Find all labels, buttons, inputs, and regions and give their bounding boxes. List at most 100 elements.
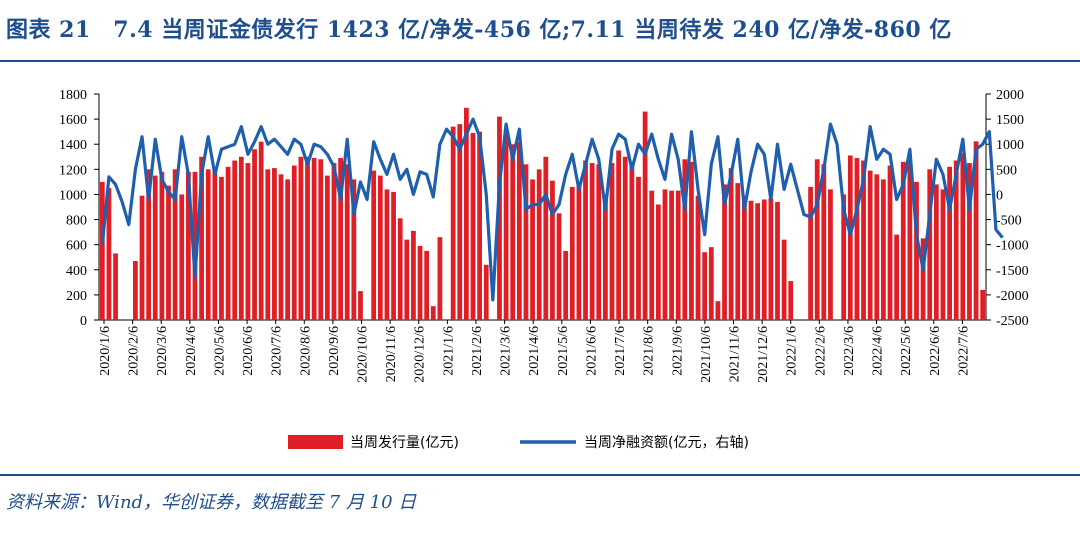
bar [285,179,291,320]
bar [391,191,396,320]
bar [358,291,363,320]
bar [907,160,913,320]
bar [384,189,390,320]
x-tick-label: 2021/10/6 [699,326,714,383]
bar [735,183,741,320]
bar [463,107,469,320]
title-rule [0,60,1080,62]
bar [596,164,602,320]
bar [980,289,986,320]
y-left-tick-label: 1800 [59,88,87,103]
x-tick-label: 2022/4/6 [871,326,886,376]
x-tick-label: 2022/2/6 [813,326,828,376]
x-tick-label: 2021/3/6 [499,326,514,376]
bar [258,141,264,320]
bar [814,159,820,320]
figure-title: 图表 21 7.4 当周证金债发行 1423 亿/净发-456 亿;7.11 当… [6,17,952,43]
x-tick-label: 2021/7/6 [613,326,628,376]
bar [503,130,509,320]
x-tick-label: 2020/2/6 [127,326,142,376]
x-tick-label: 2021/2/6 [470,326,485,376]
x-tick-label: 2020/12/6 [413,326,428,383]
bar [298,156,304,320]
bar [828,189,833,320]
x-tick-label: 2020/1/6 [98,326,113,376]
source-note: 资料来源：Wind，华创证券，数据截至 7 月 10 日 [6,492,417,513]
bar [417,245,423,320]
y-left-tick-label: 600 [66,239,87,254]
bar [106,188,112,320]
bar [219,176,224,320]
y-right-tick-label: -1000 [996,239,1029,254]
x-tick-label: 2022/6/6 [928,326,943,376]
legend-line-label: 当周净融资额(亿元，右轴) [584,435,749,451]
bar [265,169,271,320]
bar [411,230,416,320]
x-tick-label: 2020/10/6 [356,326,371,383]
bar [761,199,767,320]
bar [894,234,900,320]
bar [470,132,476,320]
bar [642,111,648,320]
bar [689,161,694,320]
bar [179,194,185,320]
bar [887,165,893,320]
bar [933,184,939,320]
bar [655,204,661,320]
bar [351,179,357,320]
bar [967,163,972,320]
y-right-tick-label: 0 [996,188,1003,203]
bar-series [99,107,986,320]
legend: 当周发行量(亿元) 当周净融资额(亿元，右轴) [288,435,749,451]
bar [232,160,238,320]
x-tick-label: 2020/7/6 [270,326,285,376]
bar [318,159,324,320]
y-left-tick-label: 1000 [59,188,87,203]
bar [225,166,231,320]
bar [854,158,860,320]
bar [881,179,886,320]
bar [748,200,754,320]
bar [238,156,244,320]
bar [344,164,350,320]
bar [563,250,569,320]
bar [708,247,714,320]
bar [788,281,794,320]
bar [742,195,747,320]
chart: 0 200 400 600 800 1000 1200 1400 1600 1800 -2500 -2… [59,88,1029,451]
bar [245,163,251,320]
y-right-tick-label: -1500 [996,264,1029,279]
bar [477,131,482,320]
bar [841,194,847,320]
bar [927,169,933,320]
y-left-tick-label: 1600 [59,113,87,128]
x-tick-label: 2022/5/6 [899,326,914,376]
bar [874,174,880,320]
bar [278,174,284,320]
bar [497,116,502,320]
bar [953,160,959,320]
bar [940,189,946,320]
bar [185,171,191,320]
legend-bar-swatch [288,435,343,449]
x-tick-label: 2020/6/6 [241,326,256,376]
bar [139,195,145,320]
x-tick-label: 2020/11/6 [384,326,399,382]
x-tick-label: 2020/8/6 [298,326,313,376]
bar [609,163,615,320]
bar [272,168,277,320]
bar [523,164,529,320]
y-left-tick-label: 400 [66,264,87,279]
bar [556,213,562,320]
bar [166,185,171,320]
bar [99,181,105,320]
bar [775,201,780,320]
bar [695,195,701,320]
bar [603,194,608,320]
bar [205,169,211,320]
y-left-tick-label: 1200 [59,163,87,178]
bar [821,164,827,320]
bar [483,264,489,320]
bar [212,168,218,320]
bar [636,176,641,320]
